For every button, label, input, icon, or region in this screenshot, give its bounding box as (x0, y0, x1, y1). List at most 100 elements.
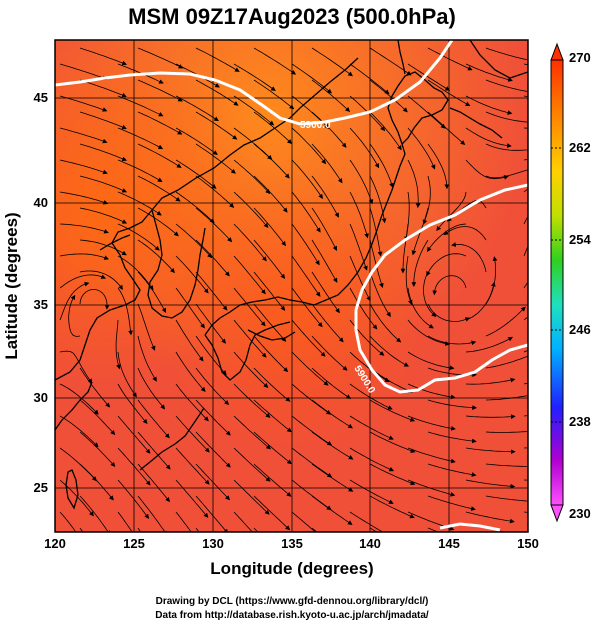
wind-streamline (427, 79, 471, 106)
wind-streamline (349, 223, 368, 271)
map-title: MSM 09Z17Aug2023 (500.0hPa) (128, 4, 456, 29)
wind-streamline (485, 111, 528, 123)
x-tick-label: 125 (123, 536, 145, 551)
wind-streamline (544, 528, 593, 531)
x-tick-label: 120 (44, 536, 66, 551)
wind-streamline (117, 159, 163, 183)
wind-streamline (291, 255, 321, 297)
wind-streamline (253, 399, 292, 433)
wind-streamline (427, 47, 473, 71)
wind-streamline (233, 191, 269, 229)
wind-streamline (369, 207, 383, 257)
wind-streamline (407, 287, 434, 329)
wind-streamline (79, 399, 116, 436)
wind-streamline (137, 79, 183, 102)
wind-streamline (523, 511, 528, 513)
wind-streamline (79, 367, 111, 408)
wind-streamline (79, 431, 116, 467)
wind-streamline (465, 159, 509, 180)
wind-streamline (195, 175, 235, 208)
wind-streamline (311, 431, 354, 460)
wind-streamline (407, 63, 451, 91)
wind-streamline (253, 335, 289, 373)
wind-streamline (407, 479, 456, 497)
wind-streamline (523, 63, 528, 66)
wind-streamline (79, 239, 127, 256)
height-contours (55, 40, 528, 532)
wind-streamline (137, 335, 157, 382)
wind-streamline (411, 239, 429, 287)
wind-streamline (117, 127, 164, 150)
wind-streamline (291, 223, 320, 266)
wind-streamline (465, 95, 513, 115)
wind-streamline (175, 159, 217, 189)
wind-streamline (195, 335, 227, 376)
wind-streamline (369, 303, 402, 343)
wind-streamline (79, 495, 111, 532)
wind-streamline (400, 223, 409, 274)
wind-streamline (291, 191, 321, 233)
wind-streamline (59, 415, 99, 448)
wind-streamline (195, 303, 227, 344)
wind-streamline (485, 355, 528, 369)
wind-streamline (523, 127, 528, 129)
wind-streamline (451, 242, 487, 273)
wind-streamline (311, 271, 340, 314)
wind-streamline (117, 447, 151, 486)
wind-streamline (369, 175, 387, 224)
wind-streamline (349, 255, 371, 302)
wind-streamline (233, 159, 271, 195)
wind-streamline (427, 335, 477, 346)
wind-streamline (349, 479, 394, 504)
wind-streamline (485, 79, 528, 92)
wind-streamline (233, 479, 270, 515)
wind-streamline (79, 175, 128, 193)
wind-streamline (253, 111, 293, 145)
wind-streamline (137, 239, 175, 274)
wind-streamline (465, 414, 516, 420)
wind-streamline (233, 351, 269, 388)
wind-streamline (427, 463, 477, 477)
wind-streamline (291, 351, 329, 386)
map-grid (55, 40, 528, 532)
wind-streamline (311, 175, 339, 218)
wind-streamline (423, 271, 437, 318)
wind-streamline (311, 47, 353, 77)
wind-streamline (465, 336, 514, 353)
wind-streamline (137, 175, 181, 202)
wind-streamline (79, 288, 110, 310)
wind-streamline (349, 159, 374, 205)
wind-streamline (117, 479, 150, 519)
x-tick-label: 145 (438, 536, 460, 551)
wind-streamline (291, 127, 327, 165)
wind-streamline (253, 495, 291, 531)
wind-streamline (195, 111, 238, 140)
wind-streamline (233, 223, 267, 262)
wind-streamline (79, 463, 114, 501)
wind-streamline (253, 271, 286, 311)
x-tick-label: 135 (281, 536, 303, 551)
wind-streamline (253, 79, 295, 110)
wind-streamline (253, 175, 288, 213)
wind-streamline (369, 495, 415, 519)
wind-streamline (311, 335, 348, 371)
wind-streamline (311, 207, 337, 252)
wind-streamline (465, 447, 516, 455)
wind-streamline (117, 383, 148, 425)
wind-streamline (523, 415, 528, 417)
y-tick-label: 45 (34, 90, 48, 105)
wind-streamline (443, 226, 487, 241)
wind-streamline (175, 351, 206, 392)
wind-streamline (253, 47, 297, 75)
y-tick-label: 25 (34, 480, 48, 495)
colorbar-tick-label: 254 (569, 232, 591, 247)
wind-streamline (253, 239, 286, 279)
y-tick-label: 40 (34, 195, 48, 210)
wind-streamline (59, 274, 106, 289)
wind-streamline (349, 63, 390, 95)
wind-streamline (544, 183, 586, 208)
wind-streamline (465, 63, 513, 82)
wind-streamline (59, 159, 108, 175)
wind-streamline (79, 111, 127, 130)
wind-streamline (311, 367, 351, 399)
